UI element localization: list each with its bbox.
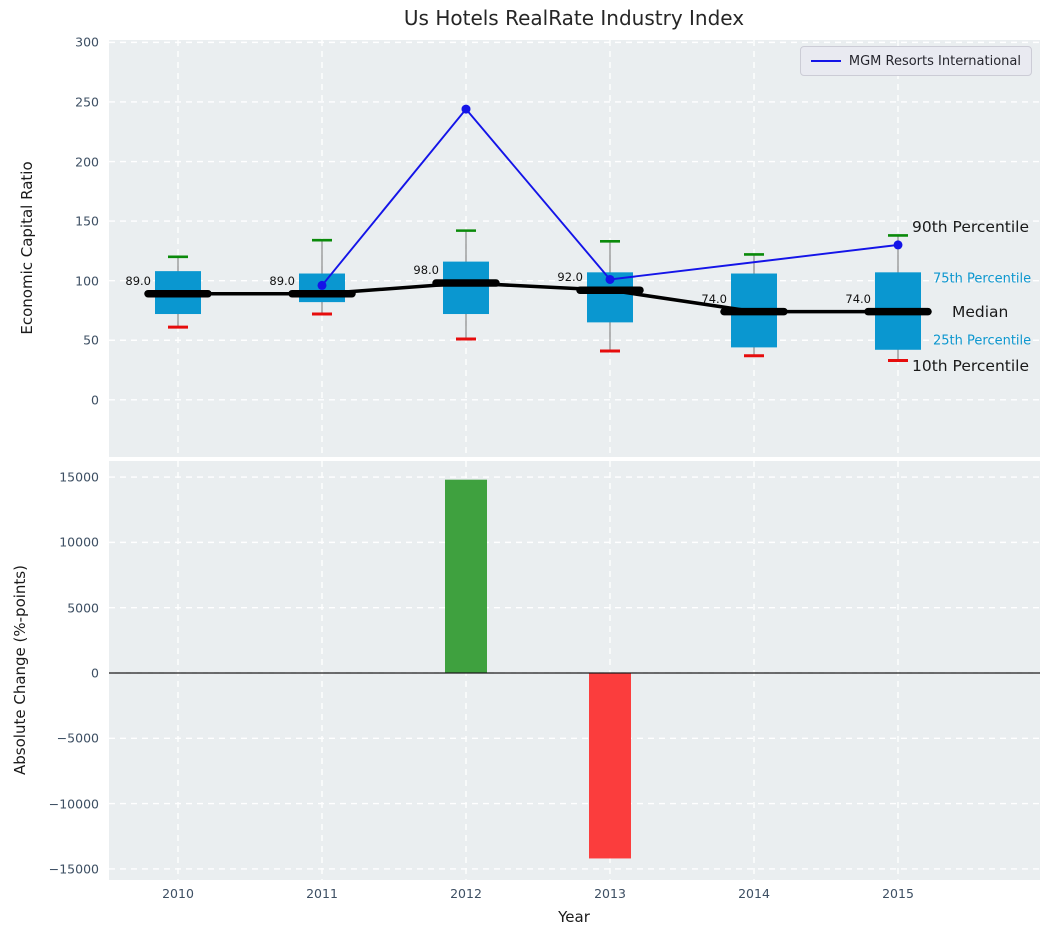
legend-label: MGM Resorts International [848,53,1021,69]
y-tick-label: −10000 [48,796,99,812]
mgm-line [321,107,899,287]
mgm-marker [893,240,903,250]
percentile-chart-canvas [109,40,1040,457]
top-y-axis-label: Economic Capital Ratio [18,161,36,335]
mgm-marker [605,274,615,284]
median-value-label: 92.0 [557,270,583,285]
y-tick-label: 0 [91,392,99,408]
y-tick-label: 150 [75,213,99,229]
y-tick-label: 15000 [59,469,99,485]
legend: MGM Resorts International [799,46,1032,76]
x-axis-label: Year [558,908,590,926]
bottom-plot-area [109,461,1040,880]
x-tick-label: 2011 [306,886,338,901]
median-value-label: 74.0 [845,291,871,306]
percentile-box [443,261,489,315]
y-tick-label: 10000 [59,534,99,550]
y-tick-label: −5000 [56,730,99,746]
median-value-label: 89.0 [125,273,151,288]
y-tick-label: 0 [91,665,99,681]
x-tick-label: 2014 [738,886,770,901]
positive-bar [445,479,487,673]
bottom-y-axis-label: Absolute Change (%-points) [11,565,29,775]
median-value-label: 98.0 [413,263,439,278]
top-plot-area: MGM Resorts International [109,40,1040,457]
y-tick-label: 5000 [67,600,99,616]
median-value-label: 74.0 [701,291,727,306]
annotation-90th-percentile: 90th Percentile [912,218,1030,237]
y-tick-label: 300 [75,34,99,50]
negative-bar [589,672,631,859]
y-tick-label: 200 [75,154,99,170]
annotation-75th-percentile: 75th Percentile [933,271,1032,287]
y-tick-label: 250 [75,94,99,110]
y-tick-label: 100 [75,273,99,289]
x-tick-label: 2013 [594,886,626,901]
x-tick-label: 2012 [450,886,482,901]
annotation-10th-percentile: 10th Percentile [912,357,1030,376]
mgm-marker [317,280,327,290]
y-tick-label: −15000 [48,861,99,877]
x-tick-label: 2015 [882,886,914,901]
x-tick-label: 2010 [162,886,194,901]
annotation-median: Median [952,302,1009,321]
annotation-25th-percentile: 25th Percentile [933,333,1032,349]
median-value-label: 89.0 [269,273,295,288]
bar-chart-canvas [109,461,1040,880]
y-tick-label: 50 [83,332,99,348]
legend-line-sample [810,60,841,62]
chart-title: Us Hotels RealRate Industry Index [403,6,745,30]
mgm-marker [461,104,471,114]
